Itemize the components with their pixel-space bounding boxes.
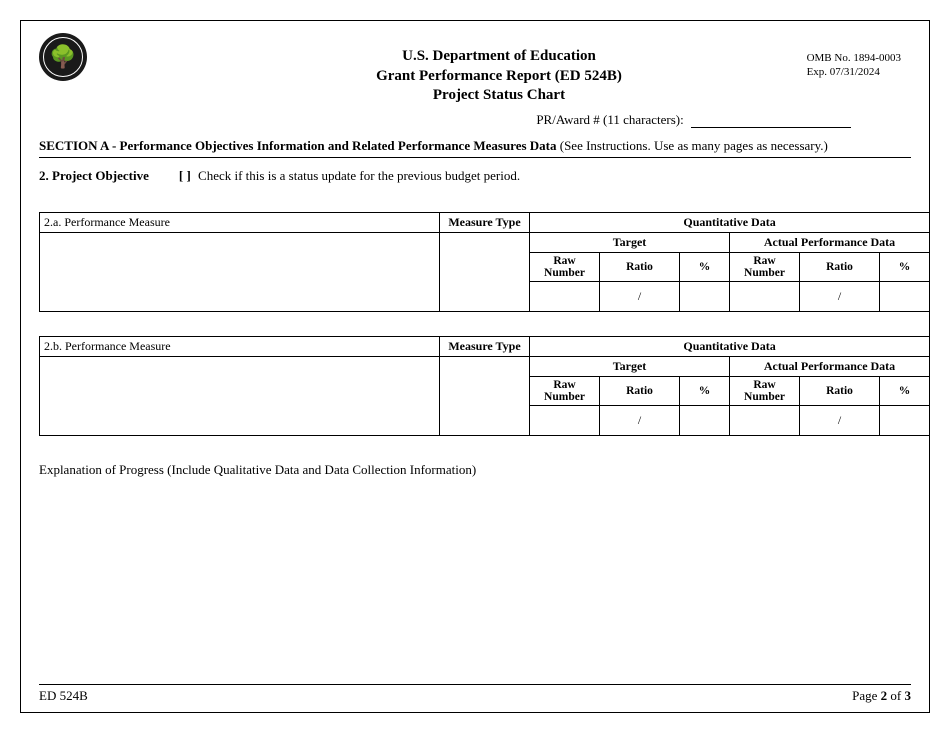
measure-2b-body[interactable] [40, 356, 440, 435]
form-id: ED 524B [39, 688, 88, 704]
col-percent-t-b: % [680, 376, 730, 405]
omb-no-line: OMB No. 1894-0003 [807, 51, 901, 65]
col-percent-a: % [880, 252, 930, 281]
cell-2a-target-ratio[interactable]: / [600, 281, 680, 311]
explanation-label: Explanation of Progress (Include Qualita… [39, 462, 911, 478]
target-header-b: Target [530, 356, 730, 376]
page-indicator: Page 2 of 3 [852, 688, 911, 704]
measure-2b-label: 2.b. Performance Measure [40, 336, 440, 356]
col-raw-number-a: Raw Number [730, 252, 800, 281]
seal-tree-icon: 🌳 [43, 37, 83, 77]
omb-exp-value: 07/31/2024 [830, 66, 880, 78]
col-percent-a-b: % [880, 376, 930, 405]
col-raw-number-t-b: Raw Number [530, 376, 600, 405]
footer: ED 524B Page 2 of 3 [39, 684, 911, 704]
page-total: 3 [905, 688, 912, 703]
pr-award-input[interactable] [691, 114, 851, 128]
section-a-rest: (See Instructions. Use as many pages as … [557, 138, 828, 153]
measure-table-2b: 2.b. Performance Measure Measure Type Qu… [39, 336, 930, 436]
quant-data-header: Quantitative Data [530, 212, 930, 232]
page-frame: 🌳 U.S. Department of Education Grant Per… [20, 20, 930, 713]
measure-type-header-b: Measure Type [440, 336, 530, 356]
page-label: Page [852, 688, 881, 703]
omb-no-label: OMB No. [807, 52, 854, 64]
dept-name: U.S. Department of Education [87, 47, 911, 67]
dept-seal: 🌳 [39, 33, 87, 81]
measure-table-2a: 2.a. Performance Measure Measure Type Qu… [39, 212, 930, 312]
cell-2b-target-pct[interactable] [680, 405, 730, 435]
col-percent-t: % [680, 252, 730, 281]
pr-award-row: PR/Award # (11 characters): [39, 112, 911, 128]
cell-2a-target-raw[interactable] [530, 281, 600, 311]
cell-2b-target-raw[interactable] [530, 405, 600, 435]
omb-block: OMB No. 1894-0003 Exp. 07/31/2024 [807, 51, 901, 80]
objective-label: 2. Project Objective [39, 168, 149, 183]
measure-2a-label: 2.a. Performance Measure [40, 212, 440, 232]
col-ratio-a: Ratio [800, 252, 880, 281]
report-subtitle: Project Status Chart [87, 86, 911, 106]
col-ratio-a-b: Ratio [800, 376, 880, 405]
actual-header-b: Actual Performance Data [730, 356, 930, 376]
col-ratio-t-b: Ratio [600, 376, 680, 405]
project-objective-row: 2. Project Objective [ ] Check if this i… [39, 168, 911, 184]
cell-2b-actual-raw[interactable] [730, 405, 800, 435]
report-title: Grant Performance Report (ED 524B) [87, 67, 911, 87]
measure-2a-body[interactable] [40, 232, 440, 311]
col-raw-number-t: Raw Number [530, 252, 600, 281]
omb-exp-label: Exp. [807, 66, 830, 78]
section-a-bold: SECTION A - Performance Objectives Infor… [39, 138, 557, 153]
objective-checkbox[interactable]: [ ] [179, 168, 191, 183]
header-row: 🌳 U.S. Department of Education Grant Per… [39, 33, 911, 106]
section-a-heading: SECTION A - Performance Objectives Infor… [39, 138, 911, 158]
omb-exp-line: Exp. 07/31/2024 [807, 65, 901, 79]
cell-2a-actual-raw[interactable] [730, 281, 800, 311]
title-block: U.S. Department of Education Grant Perfo… [87, 33, 911, 106]
measure-type-header: Measure Type [440, 212, 530, 232]
col-ratio-t: Ratio [600, 252, 680, 281]
page-of: of [887, 688, 904, 703]
measure-2b-type[interactable] [440, 356, 530, 435]
measure-2a-type[interactable] [440, 232, 530, 311]
omb-no-value: 1894-0003 [853, 52, 901, 64]
cell-2a-target-pct[interactable] [680, 281, 730, 311]
cell-2b-actual-pct[interactable] [880, 405, 930, 435]
cell-2b-target-ratio[interactable]: / [600, 405, 680, 435]
target-header: Target [530, 232, 730, 252]
cell-2b-actual-ratio[interactable]: / [800, 405, 880, 435]
pr-award-label: PR/Award # (11 characters): [536, 112, 687, 127]
objective-text: Check if this is a status update for the… [198, 168, 520, 183]
cell-2a-actual-pct[interactable] [880, 281, 930, 311]
actual-header: Actual Performance Data [730, 232, 930, 252]
cell-2a-actual-ratio[interactable]: / [800, 281, 880, 311]
col-raw-number-a-b: Raw Number [730, 376, 800, 405]
quant-data-header-b: Quantitative Data [530, 336, 930, 356]
